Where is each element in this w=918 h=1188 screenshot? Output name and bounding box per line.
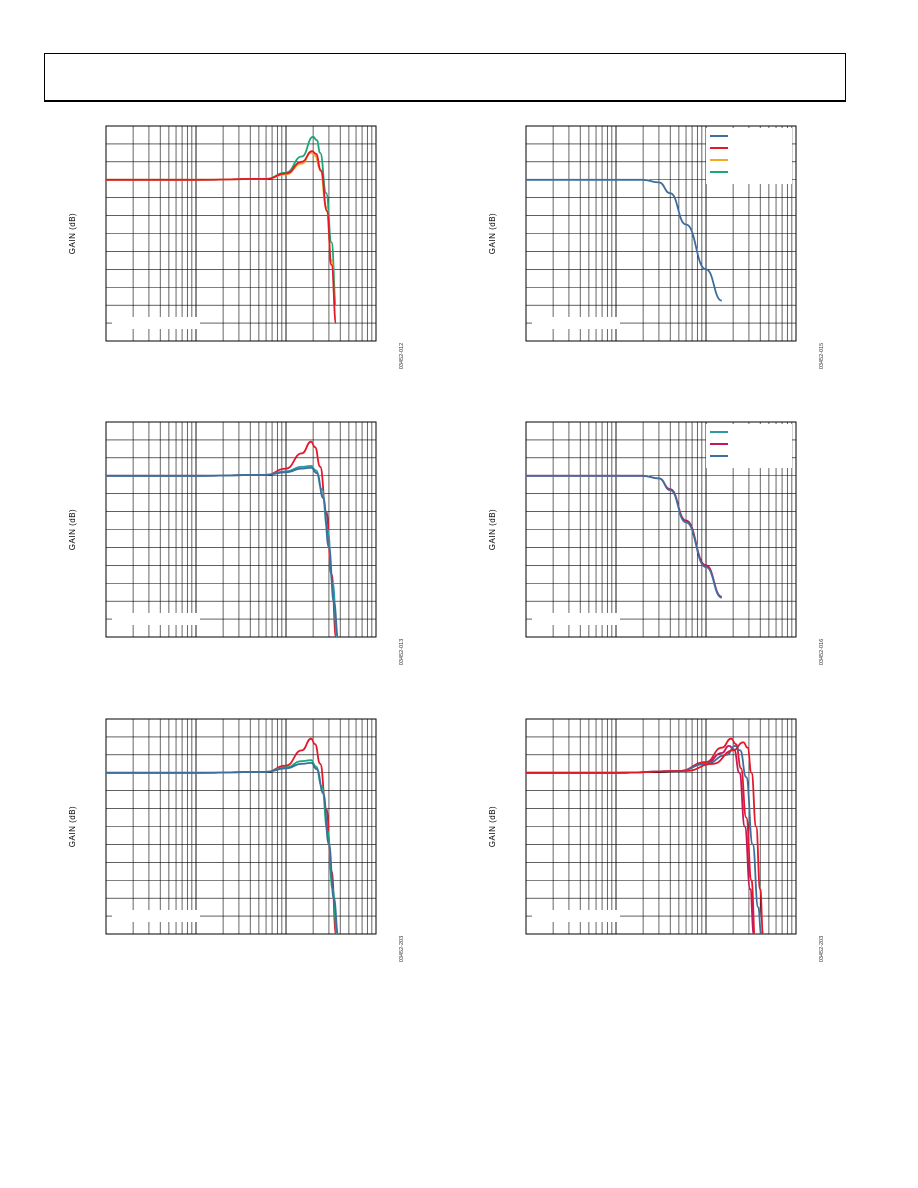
plot-frame bbox=[525, 125, 797, 342]
series-line bbox=[106, 761, 340, 934]
y-axis-label: GAIN (dB) bbox=[487, 212, 497, 254]
plot-frame bbox=[105, 718, 377, 935]
chart-plot-area bbox=[105, 718, 377, 935]
y-axis-label: GAIN (dB) bbox=[67, 508, 77, 550]
page-header-box bbox=[44, 53, 846, 102]
series-line bbox=[526, 744, 763, 934]
figure-code: 03452-013 bbox=[399, 638, 406, 666]
y-axis-label: GAIN (dB) bbox=[487, 805, 497, 847]
series-line bbox=[526, 178, 723, 302]
figure-code: 03452-203 bbox=[819, 935, 826, 963]
annotation-blank bbox=[112, 317, 200, 329]
series-line bbox=[106, 440, 337, 637]
series-line bbox=[106, 151, 337, 324]
series-line bbox=[526, 474, 723, 599]
series-line bbox=[526, 741, 764, 934]
series-line bbox=[106, 464, 338, 637]
plot-frame bbox=[525, 718, 797, 935]
annotation-blank bbox=[112, 613, 200, 625]
chart-plot-area bbox=[525, 421, 797, 638]
series-line bbox=[106, 737, 337, 934]
legend-box bbox=[706, 128, 792, 184]
series-line bbox=[106, 466, 340, 637]
figure-code: 03452-015 bbox=[819, 342, 826, 370]
series-line bbox=[106, 759, 338, 934]
chart-plot-area bbox=[105, 125, 377, 342]
figure-code: 03452-203 bbox=[399, 935, 406, 963]
annotation-blank bbox=[532, 317, 620, 329]
series-line bbox=[526, 744, 755, 934]
annotation-blank bbox=[532, 910, 620, 922]
chart-plot-area bbox=[525, 125, 797, 342]
y-axis-label: GAIN (dB) bbox=[487, 508, 497, 550]
plot-frame bbox=[105, 421, 377, 638]
y-axis-label: GAIN (dB) bbox=[67, 805, 77, 847]
series-line bbox=[106, 150, 337, 324]
figure-code: 03452-016 bbox=[819, 638, 826, 666]
figure-code: 03452-012 bbox=[399, 342, 406, 370]
plot-frame bbox=[525, 421, 797, 638]
plot-frame bbox=[105, 125, 377, 342]
series-line bbox=[526, 737, 756, 934]
chart-plot-area bbox=[105, 421, 377, 638]
y-axis-label: GAIN (dB) bbox=[67, 212, 77, 254]
annotation-blank bbox=[112, 910, 200, 922]
legend-box bbox=[706, 424, 792, 468]
chart-plot-area bbox=[525, 718, 797, 935]
annotation-blank bbox=[532, 613, 620, 625]
